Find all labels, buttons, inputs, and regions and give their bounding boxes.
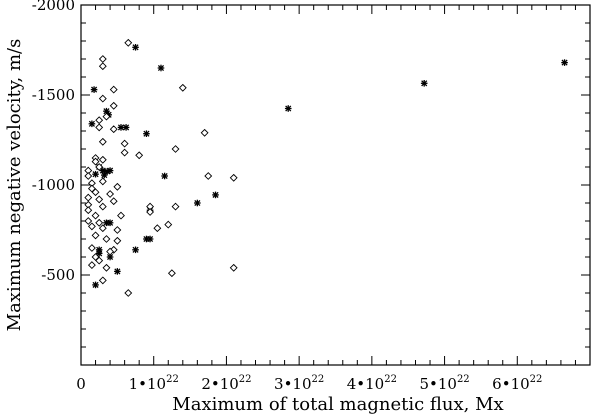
star-point [92, 281, 99, 289]
diamond-point [95, 123, 104, 132]
diamond-point [229, 173, 238, 182]
diamond-point [229, 263, 238, 272]
star-point [90, 86, 98, 93]
diamond-point [135, 151, 144, 160]
star-point [132, 44, 139, 51]
diamond-point [95, 256, 104, 265]
diamond-point [171, 145, 180, 153]
diamond-point [84, 193, 93, 202]
diamond-point [98, 202, 107, 211]
diamond-point [98, 276, 107, 285]
x-tick-label: 1•1022 [129, 374, 179, 393]
diamond-point [124, 38, 133, 47]
diamond-point [98, 224, 107, 233]
star-point [132, 246, 139, 254]
y-axis-label: Maximum negative velocity, m/s [4, 39, 25, 332]
diamond-point [87, 261, 96, 270]
star-point [146, 235, 154, 243]
star-point [95, 250, 103, 257]
diamond-point [109, 197, 118, 206]
diamond-point [98, 55, 107, 63]
diamond-point [167, 269, 176, 278]
diamond-point [87, 244, 96, 252]
diamond-point [91, 188, 100, 197]
star-point [212, 191, 219, 199]
diamond-point [109, 125, 118, 134]
axis-tick-labels: 0 1•1022 2•1022 3•1022 4•1022 5•1022 6•1022 -50… [32, 0, 543, 393]
diamond-point [109, 101, 118, 110]
y-tick-label: -2000 [32, 0, 75, 14]
diamond-point [95, 218, 104, 227]
diamond-point [84, 217, 93, 225]
diamond-point [91, 157, 100, 166]
diamond-point [171, 202, 180, 211]
diamond-point [95, 195, 104, 204]
diamond-point [102, 263, 111, 272]
y-tick-label: -500 [41, 266, 75, 284]
diamond-point [113, 236, 122, 245]
diamond-point [113, 182, 122, 191]
diamond-point [98, 155, 107, 164]
diamond-point [200, 128, 209, 137]
diamond-point [98, 137, 107, 146]
x-tick-label: 6•1022 [492, 374, 542, 393]
diamond-point [120, 139, 129, 148]
star-point [122, 124, 130, 131]
diamond-point [204, 172, 213, 180]
axis-ticks [80, 4, 590, 365]
y-tick-label: -1000 [32, 176, 75, 194]
star-point [92, 170, 99, 178]
diamond-point [113, 226, 122, 234]
diamond-point [153, 224, 162, 233]
diamond-point [98, 177, 107, 186]
diamond-point [109, 85, 118, 94]
diamond-point [91, 211, 100, 220]
x-tick-label: 5•1022 [419, 374, 469, 393]
diamond-point [95, 116, 104, 125]
star-point [106, 219, 114, 227]
diamond-point [91, 231, 100, 240]
diamond-point [84, 206, 93, 215]
diamond-point [106, 190, 115, 198]
star-point [420, 80, 428, 87]
star-point [284, 105, 292, 112]
diamond-point [98, 62, 107, 71]
diamond-point [102, 235, 111, 243]
diamond-point [124, 289, 133, 297]
star-point [100, 171, 108, 179]
diamond-point [106, 247, 115, 256]
diamond-point [178, 83, 187, 92]
star-point [114, 268, 121, 275]
diamond-point [102, 112, 111, 121]
diamond-point [98, 94, 107, 103]
x-tick-label: 4•1022 [347, 374, 397, 393]
diamond-point [95, 163, 104, 171]
star-point [143, 130, 150, 137]
x-tick-label: 0 [76, 375, 86, 393]
diamond-point [164, 220, 173, 229]
plot-frame [80, 4, 591, 366]
diamond-point [146, 208, 155, 216]
diamond-point [84, 172, 93, 180]
star-point [561, 59, 568, 66]
diamond-point [120, 148, 129, 157]
star-point [88, 120, 96, 128]
plot-border [80, 4, 591, 366]
star-point [157, 64, 165, 72]
diamond-point [109, 245, 118, 254]
star-point [161, 172, 168, 180]
diamond-point [117, 211, 125, 220]
x-tick-label: 3•1022 [274, 374, 324, 393]
y-tick-label: -1500 [32, 86, 75, 104]
x-axis-label: Maximum of total magnetic flux, Mx [172, 394, 503, 415]
x-tick-label: 2•1022 [201, 374, 251, 393]
star-point [194, 199, 201, 207]
diamond-point [87, 222, 96, 231]
data-points [84, 38, 568, 297]
star-point [106, 167, 114, 174]
